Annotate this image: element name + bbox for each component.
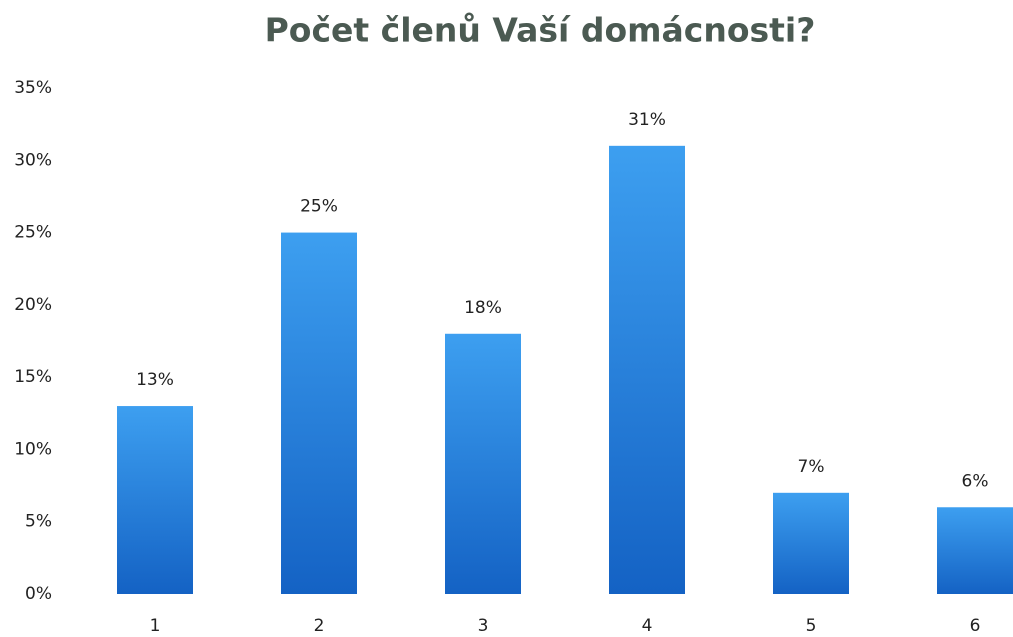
bar (445, 333, 521, 594)
x-tick-label: 3 (478, 616, 489, 636)
x-tick-label: 2 (314, 616, 325, 636)
bar (281, 232, 357, 595)
y-tick-label: 20% (14, 295, 52, 315)
y-tick-label: 25% (14, 223, 52, 243)
bar (937, 507, 1013, 594)
bar (773, 492, 849, 594)
y-tick-label: 0% (25, 584, 52, 604)
x-tick-label: 5 (806, 616, 817, 636)
y-tick-label: 15% (14, 367, 52, 387)
y-tick-label: 10% (14, 439, 52, 459)
bar (117, 406, 193, 594)
value-label: 25% (300, 197, 338, 217)
value-label: 18% (464, 298, 502, 318)
value-label: 6% (962, 471, 989, 491)
y-tick-label: 30% (14, 150, 52, 170)
y-tick-label: 5% (25, 512, 52, 532)
value-label: 31% (628, 110, 666, 130)
value-label: 7% (798, 457, 825, 477)
value-label: 13% (136, 370, 174, 390)
x-tick-label: 6 (970, 616, 981, 636)
x-tick-label: 1 (150, 616, 161, 636)
x-tick-label: 4 (642, 616, 653, 636)
y-tick-label: 35% (14, 78, 52, 98)
bar (609, 145, 685, 595)
chart-title: Počet členů Vaší domácnosti? (265, 11, 816, 50)
